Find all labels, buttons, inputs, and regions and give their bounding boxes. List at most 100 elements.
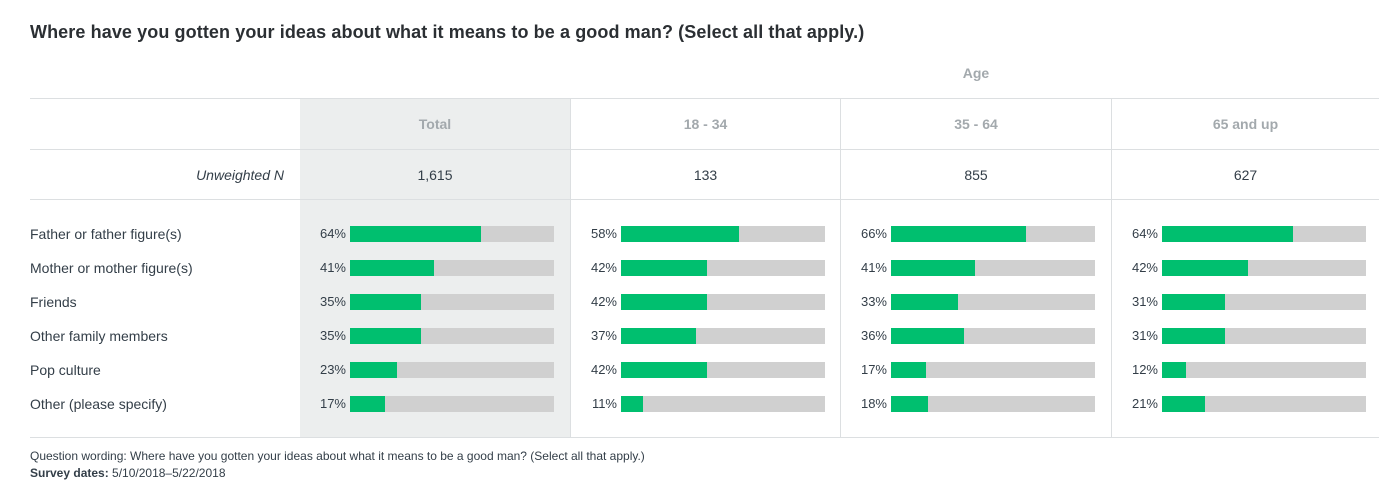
bar-track (350, 362, 554, 378)
bar (1162, 260, 1248, 276)
bar-track (1162, 396, 1366, 412)
column-header-65-up: 65 and up (1212, 116, 1279, 132)
row-label: Friends (30, 294, 77, 310)
bar (621, 362, 707, 378)
data-label: 17% (860, 362, 887, 377)
bar-track (621, 294, 825, 310)
data-label: 36% (860, 328, 887, 343)
bar-track (621, 328, 825, 344)
bar (1162, 362, 1186, 378)
data-label: 64% (319, 226, 346, 241)
column-divider (840, 99, 841, 437)
bar (350, 362, 397, 378)
row-label: Pop culture (30, 362, 101, 378)
data-label: 11% (591, 396, 617, 411)
bar-track (350, 396, 554, 412)
row-label: Other (please specify) (30, 396, 167, 412)
bar (350, 396, 385, 412)
bar-track (891, 362, 1095, 378)
bar (350, 328, 421, 344)
bar-track (1162, 294, 1366, 310)
bar-track (621, 362, 825, 378)
column-header-18-34: 18 - 34 (683, 116, 728, 132)
bar (621, 260, 707, 276)
data-label: 12% (1131, 362, 1158, 377)
data-label: 31% (1131, 294, 1158, 309)
bar (891, 328, 964, 344)
bar (891, 226, 1026, 242)
bar (621, 226, 739, 242)
bar-track (350, 294, 554, 310)
age-group-label: Age (962, 65, 990, 81)
data-label: 35% (319, 294, 346, 309)
bar-track (621, 396, 825, 412)
bar (1162, 226, 1293, 242)
data-label: 41% (319, 260, 346, 275)
survey-dates-label: Survey dates: (30, 466, 109, 480)
data-label: 42% (1131, 260, 1158, 275)
divider-bottom (30, 437, 1379, 438)
bar (1162, 328, 1225, 344)
bar-track (350, 328, 554, 344)
bar (891, 260, 975, 276)
bar (350, 226, 481, 242)
bar (350, 294, 421, 310)
question-wording: Question wording: Where have you gotten … (30, 449, 645, 463)
data-label: 42% (590, 362, 617, 377)
bar-track (1162, 260, 1366, 276)
bar (891, 396, 928, 412)
column-header-35-64: 35 - 64 (954, 116, 998, 132)
data-label: 33% (860, 294, 887, 309)
bar-track (621, 226, 825, 242)
bar (350, 260, 434, 276)
row-label: Mother or mother figure(s) (30, 260, 193, 276)
data-label: 42% (590, 294, 617, 309)
column-header-total: Total (418, 116, 452, 132)
unweighted-n-label: Unweighted N (196, 167, 284, 183)
data-label: 17% (319, 396, 346, 411)
data-label: 66% (860, 226, 887, 241)
footnote: Question wording: Where have you gotten … (30, 448, 645, 482)
bar (621, 396, 643, 412)
bar (891, 362, 926, 378)
bar-track (350, 260, 554, 276)
bar-track (891, 226, 1095, 242)
row-label: Other family members (30, 328, 168, 344)
column-divider (1111, 99, 1112, 437)
data-label: 31% (1131, 328, 1158, 343)
data-label: 35% (319, 328, 346, 343)
divider-header (30, 149, 1379, 150)
bar (621, 328, 696, 344)
data-label: 41% (860, 260, 887, 275)
bar-track (350, 226, 554, 242)
bar (891, 294, 958, 310)
bar (621, 294, 707, 310)
divider-n (30, 199, 1379, 200)
data-label: 64% (1131, 226, 1158, 241)
data-label: 42% (590, 260, 617, 275)
bar-track (1162, 226, 1366, 242)
data-label: 21% (1131, 396, 1158, 411)
bar-track (621, 260, 825, 276)
row-label: Father or father figure(s) (30, 226, 182, 242)
bar-track (1162, 328, 1366, 344)
bar-track (891, 328, 1095, 344)
data-label: 18% (860, 396, 887, 411)
divider-top (30, 98, 1379, 99)
bar-track (891, 396, 1095, 412)
data-label: 23% (319, 362, 346, 377)
data-label: 37% (590, 328, 617, 343)
data-label: 58% (590, 226, 617, 241)
column-divider (570, 99, 571, 437)
n-value-total: 1,615 (417, 167, 453, 183)
survey-dates-value: 5/10/2018–5/22/2018 (112, 466, 226, 480)
bar-track (891, 260, 1095, 276)
bar (1162, 294, 1225, 310)
bar (1162, 396, 1205, 412)
n-value-18-34: 133 (693, 167, 718, 183)
n-value-35-64: 855 (964, 167, 988, 183)
bar-track (891, 294, 1095, 310)
survey-dates: Survey dates: 5/10/2018–5/22/2018 (30, 465, 645, 482)
bar-track (1162, 362, 1366, 378)
chart-title: Where have you gotten your ideas about w… (30, 22, 865, 42)
